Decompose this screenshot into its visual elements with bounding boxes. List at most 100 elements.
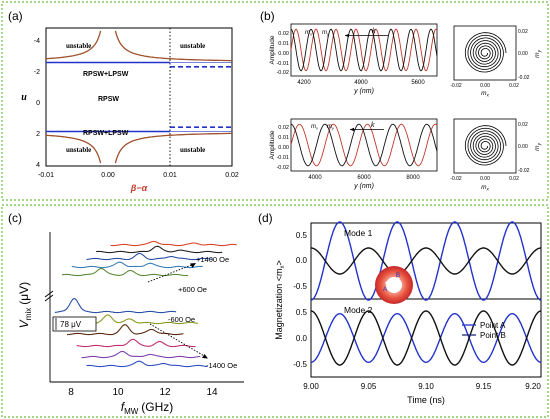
b-phase2-xtick: -0.02 [450, 176, 462, 182]
b-phase2-ytick: 0.00 [518, 144, 528, 150]
b2-ylabel: Amplitude [269, 130, 276, 159]
a-ytick: -2 [34, 69, 40, 76]
a-region-label: RPSW+LPSW [83, 71, 129, 78]
b1-xlabel: y (nm) [353, 88, 374, 95]
c-spectrum-trace [86, 360, 208, 368]
b2-ytick: 0.00 [278, 145, 289, 151]
panel-b-label: (b) [260, 9, 275, 23]
c-xtick: 12 [159, 387, 171, 398]
b2-xlabel: y (nm) [353, 183, 374, 190]
b1-my-label: my [322, 30, 330, 37]
b-phase2-ytick: -0.02 [518, 168, 530, 174]
c-scale-label: 78 μV [60, 320, 82, 329]
d-ytick: 0.0 [296, 334, 308, 343]
b2-ytick: -0.01 [276, 155, 289, 161]
c-annotation-1400p: +1400 Oe [196, 255, 229, 264]
b1-k-arrowhead [345, 33, 349, 38]
b-phase1-ytick: 0.02 [518, 29, 528, 35]
b2-mx-label: mx [311, 124, 319, 131]
panel-a-plot [46, 28, 232, 166]
b-my-series [290, 28, 438, 72]
a-ytick: 2 [36, 131, 40, 138]
panel-d: (d) B A Mode 1 Mode 2 Point A Point B 0.… [258, 211, 542, 405]
b1-ylabel: Amplitude [269, 35, 276, 64]
d-axes-bottom [310, 298, 542, 378]
b-phase2-xtick: 0.00 [480, 176, 490, 182]
b-phase1-xtick: 0.02 [509, 83, 519, 89]
top-frame [1, 1, 549, 201]
b2-xtick: 6000 [357, 175, 371, 181]
c-spectrum-trace [96, 245, 223, 254]
d-series-point-a [310, 221, 542, 301]
c-annotation-600n: -600 Oe [168, 315, 195, 324]
c-spectrum-trace [67, 324, 184, 336]
d-plot-mode1 [310, 221, 542, 301]
panel-a-label: (a) [8, 9, 23, 23]
point-a-marker [385, 281, 389, 285]
a-xtick: 0.00 [101, 172, 115, 179]
b-mx-series [290, 123, 438, 167]
d-ytick: 0.0 [296, 256, 308, 265]
a-region-label: RPSW [98, 96, 119, 103]
d-inset-ring: B A [375, 266, 413, 304]
c-spectrum-trace [54, 298, 177, 314]
a-xlabel: β−α [130, 183, 148, 193]
b-phase-plot-1 [464, 32, 507, 73]
b1-xtick: 4900 [354, 80, 368, 86]
bottom-frame [1, 204, 549, 418]
b-phase1-xtick: 0.00 [480, 83, 490, 89]
c-spectrum-trace [110, 240, 237, 247]
a-region-label: unstable [180, 146, 205, 154]
c-scale-box [52, 316, 97, 332]
b1-ytick: 0.02 [278, 31, 289, 37]
b1-ytick: -0.01 [276, 61, 289, 67]
b1-xtick: 5600 [411, 80, 425, 86]
c-xtick: 8 [68, 387, 74, 398]
b-phase-spiral [464, 32, 507, 73]
b-phase2-ylabel: my [534, 142, 542, 150]
panel-d-label: (d) [258, 211, 273, 225]
a-ytick: 0 [36, 100, 40, 107]
c-spectrum-trace [71, 261, 203, 269]
b-wave-plot-1 [290, 28, 438, 72]
b-phase-plot-2 [464, 125, 507, 166]
c-axis-break [44, 290, 54, 298]
inset-label-b: B [396, 273, 400, 279]
point-b-marker [396, 277, 400, 281]
c-spectrum-trace [76, 338, 196, 348]
panel-c: (c) 8 10 12 14 fMW (GHz) Vmix(μV) +1400 O… [8, 211, 244, 416]
d-xlabel: Time (ns) [407, 395, 445, 405]
panel-b: (b) 0.02 0.01 0.00 -0.01 -0.02 4200 4900… [260, 9, 542, 192]
panel-a: (a) -4 -2 0 2 4 -0.01 0.00 0.01 0.02 β−α… [8, 9, 239, 193]
b-phase-axes-2 [453, 118, 517, 174]
c-spectrum-trace [88, 314, 198, 325]
b-wave-plot-2 [290, 123, 438, 167]
b-phase2-xtick: 0.02 [509, 176, 519, 182]
a-boundary-curve [46, 30, 102, 60]
a-boundary-curve [114, 132, 232, 164]
b-phase2-ytick: 0.02 [518, 122, 528, 128]
b-phase1-ytick: -0.02 [518, 75, 530, 81]
c-ylabel: Vmix(μV) [17, 282, 33, 328]
b2-ytick: -0.02 [276, 165, 289, 171]
d-ylabel: Magnetization <mx> [274, 260, 286, 340]
c-xtick: 14 [206, 387, 218, 398]
c-xtick: 10 [112, 387, 124, 398]
d-series-point-b [311, 247, 541, 275]
a-region-label: RPSW+LPSW [83, 130, 129, 137]
b1-k-label: k [372, 28, 376, 35]
a-boundary-curve [114, 30, 232, 62]
b2-xtick: 4000 [308, 175, 322, 181]
a-xtick: -0.01 [38, 172, 54, 179]
d-plot-mode2 [310, 310, 542, 366]
b-phase1-ylabel: my [534, 49, 542, 57]
b2-k-label: k [371, 122, 375, 129]
d-xtick: 9.15 [476, 382, 492, 391]
c-annotation-600p: +600 Oe [178, 285, 207, 294]
c-spectrum-trace [86, 252, 213, 261]
inset-label-a: A [383, 287, 387, 293]
a-ylabel: u [21, 92, 27, 103]
b1-mx-label: mx [305, 30, 313, 37]
d-xtick: 9.10 [418, 382, 434, 391]
a-xtick: 0.01 [163, 172, 177, 179]
